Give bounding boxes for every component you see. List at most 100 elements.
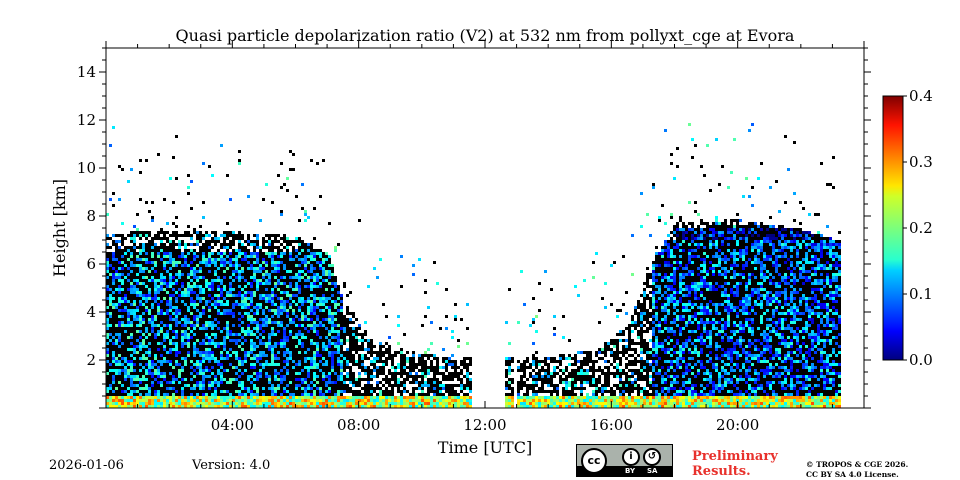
depol-cells-573 (469, 405, 472, 408)
depol-cells-504 (310, 405, 313, 408)
depol-cells-478 (274, 402, 745, 408)
colorbar (882, 95, 904, 361)
depol-cells-483 (280, 396, 283, 399)
depol-cells-602 (619, 402, 622, 405)
depol-cells-560 (433, 405, 436, 408)
depol-cells-508 (316, 405, 319, 408)
depol-cells-704 (778, 399, 832, 408)
depol-cells-271 (148, 249, 820, 381)
cc-logo-icon: cc (581, 448, 607, 474)
depol-cells-539 (385, 399, 388, 402)
depol-cells-420 (208, 402, 211, 405)
depol-cells-685 (733, 384, 736, 387)
depol-cells-591 (559, 405, 562, 408)
depol-cells-690 (742, 237, 745, 240)
depol-cells-696 (766, 399, 769, 402)
depol-cells-459 (247, 405, 250, 408)
depol-cells-536 (373, 405, 376, 408)
depol-cells-646 (682, 234, 685, 237)
depol-cells-596 (583, 396, 586, 399)
depol-cells-705 (790, 228, 793, 231)
cc-license-badge: cc i ↺ BY SA (576, 444, 673, 477)
colorbar-tick-label: 0.3 (909, 153, 933, 171)
depol-cells-619 (658, 402, 661, 405)
depol-cells-673 (718, 396, 721, 399)
depol-cells-686 (733, 396, 736, 399)
colorbar-tick-label: 0.0 (909, 351, 933, 369)
y-tick-label: 14 (77, 63, 96, 81)
depol-cells-603 (622, 405, 625, 408)
depol-cells-173 (127, 396, 130, 399)
depol-cells-572 (469, 396, 472, 399)
depol-cells-435 (223, 402, 226, 405)
depol-cells-297 (154, 357, 157, 360)
depol-cells-191 (130, 396, 133, 399)
depol-cells-680 (727, 228, 730, 231)
depol-cells-37 (109, 264, 784, 396)
depol-cells-669 (712, 399, 715, 402)
depol-cells-632 (670, 276, 700, 300)
depol-cells-670 (712, 402, 715, 405)
depol-cells-427 (217, 399, 220, 402)
depol-cells-563 (448, 402, 451, 405)
depol-cells-174 (127, 402, 130, 405)
depol-cells-645 (682, 231, 685, 234)
plot-area (106, 123, 841, 408)
depol-cells-582 (535, 315, 538, 318)
depol-cells-490 (283, 405, 286, 408)
depol-cells-541 (388, 399, 391, 402)
depol-cells-437 (226, 402, 244, 408)
depol-cells-661 (697, 234, 700, 237)
y-tick-label: 12 (77, 111, 96, 129)
depol-cells-471 (265, 399, 790, 408)
share-alike-icon: ↺ (643, 448, 661, 466)
depol-cells-707 (793, 237, 796, 240)
depol-cells-481 (277, 402, 280, 405)
x-tick-label: 20:00 (716, 416, 759, 434)
depol-cells-708 (805, 231, 808, 234)
cc-by-label: BY (625, 467, 636, 475)
y-tick-label: 10 (77, 159, 96, 177)
depol-cells-568 (460, 402, 463, 405)
depol-cells-547 (406, 402, 409, 405)
depol-cells-527 (355, 396, 667, 408)
license-line-2: CC BY SA 4.0 License. (806, 470, 899, 479)
depol-cells-701 (775, 228, 778, 231)
x-tick-label: 16:00 (590, 416, 633, 434)
x-axis-label: Time [UTC] (438, 438, 532, 457)
depol-cells-693 (751, 396, 781, 399)
depol-cells-576 (508, 396, 511, 399)
depol-cells-699 (772, 237, 775, 240)
depol-cells-658 (691, 234, 694, 237)
depol-cells-357 (175, 399, 178, 402)
date-label: 2026-01-06 (49, 458, 124, 473)
depol-cells-681 (730, 228, 733, 231)
preliminary-line-1: Preliminary (692, 449, 778, 464)
depol-cells-710 (820, 243, 823, 246)
depol-cells-677 (721, 405, 724, 408)
depol-cells-300 (154, 396, 157, 399)
depol-cells-445 (235, 402, 238, 405)
depol-cells-598 (598, 405, 601, 408)
depol-cells-590 (559, 402, 562, 405)
depol-cells-706 (790, 234, 793, 237)
license-note: © TROPOS & CGE 2026. CC BY SA 4.0 Licens… (806, 460, 908, 480)
y-tick-label: 8 (86, 207, 96, 225)
depol-cells-571 (466, 396, 469, 399)
depol-cells-709 (808, 279, 811, 282)
depol-cells-262 (142, 399, 145, 402)
depol-cells-687 (733, 399, 736, 402)
y-tick-label: 6 (86, 255, 96, 273)
depol-cells-154 (124, 405, 127, 408)
y-tick-label: 2 (86, 351, 96, 369)
depol-cells-561 (436, 399, 439, 402)
depol-cells-711 (823, 405, 826, 408)
colorbar-tick-label: 0.4 (909, 87, 933, 105)
depol-cells-448 (238, 399, 766, 408)
depol-cells-688 (733, 402, 736, 405)
depol-cells-195 (133, 225, 757, 372)
colorbar-tick-label: 0.1 (909, 285, 933, 303)
depol-cells-641 (679, 297, 697, 315)
depol-cells-713 (835, 402, 838, 405)
person-icon: i (622, 448, 640, 466)
